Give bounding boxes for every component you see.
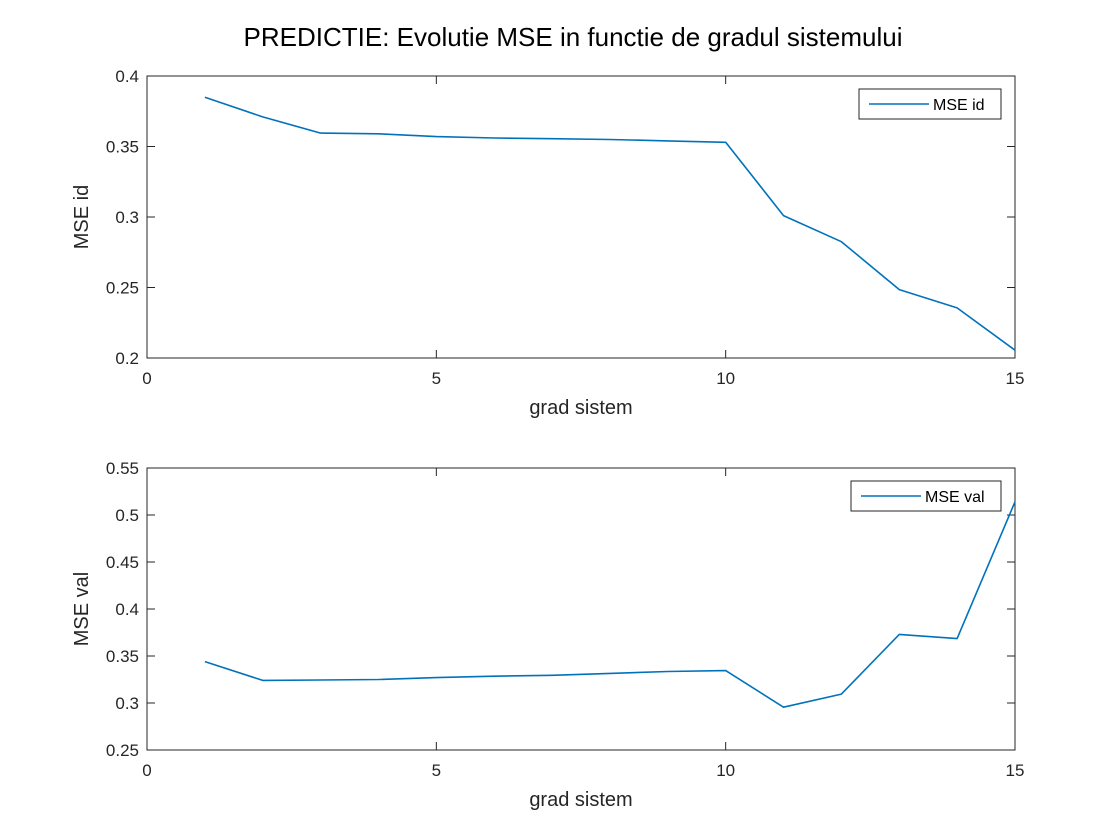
legend-label: MSE id xyxy=(933,97,985,114)
y-tick-label: 0.3 xyxy=(115,208,139,227)
x-tick-label: 15 xyxy=(1006,369,1025,388)
y-tick-label: 0.55 xyxy=(106,459,139,478)
x-tick-label: 0 xyxy=(142,761,151,780)
legend-label: MSE val xyxy=(925,489,985,506)
y-tick-label: 0.35 xyxy=(106,647,139,666)
legend: MSE val xyxy=(850,480,1002,512)
series-line xyxy=(204,96,1016,351)
y-tick-label: 0.4 xyxy=(115,600,139,619)
y-tick-label: 0.4 xyxy=(115,67,139,86)
x-axis-label: grad sistem xyxy=(529,397,632,419)
y-axis-label: MSE val xyxy=(71,572,93,646)
x-tick-label: 5 xyxy=(432,369,441,388)
plot-area xyxy=(146,75,1016,359)
y-tick-label: 0.25 xyxy=(106,741,139,760)
subplot-mse-val: 0 5 10 15 0.25 0.3 0.35 0.4 0.45 0.5 0.55 grad sist… xyxy=(71,459,1024,811)
x-axis-label: grad sistem xyxy=(529,789,632,811)
x-tick-label: 10 xyxy=(716,369,735,388)
y-tick-label: 0.3 xyxy=(115,694,139,713)
subplot-mse-id: 0 5 10 15 0.2 0.25 0.3 0.35 0.4 grad sistem MSE id… xyxy=(71,67,1024,419)
series-line xyxy=(204,501,1016,709)
plot-area xyxy=(146,467,1016,751)
legend: MSE id xyxy=(858,88,1002,120)
y-tick-label: 0.35 xyxy=(106,138,139,157)
y-tick-label: 0.5 xyxy=(115,506,139,525)
y-tick-label: 0.45 xyxy=(106,553,139,572)
x-tick-label: 10 xyxy=(716,761,735,780)
y-tick-label: 0.25 xyxy=(106,279,139,298)
x-tick-label: 15 xyxy=(1006,761,1025,780)
x-tick-label: 5 xyxy=(432,761,441,780)
figure-title: PREDICTIE: Evolutie MSE in functie de gr… xyxy=(244,22,903,52)
y-axis-label: MSE id xyxy=(71,185,93,249)
x-tick-label: 0 xyxy=(142,369,151,388)
y-tick-label: 0.2 xyxy=(115,349,139,368)
